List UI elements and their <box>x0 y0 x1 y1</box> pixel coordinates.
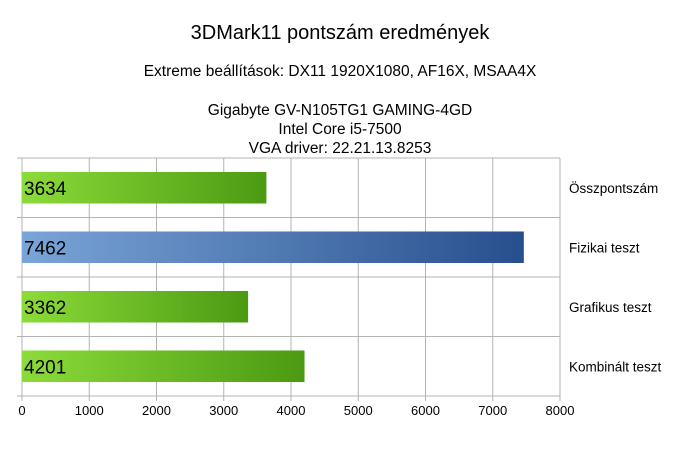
x-tick-label: 0 <box>18 403 25 418</box>
category-label: Kombinált teszt <box>569 359 662 374</box>
data-label: 3362 <box>24 298 66 319</box>
x-tick-label: 4000 <box>277 403 306 418</box>
category-label: Grafikus teszt <box>569 300 652 315</box>
chart-title: 3DMark11 pontszám eredmények <box>190 22 490 44</box>
cpu-info: Intel Core i5-7500 <box>278 121 402 138</box>
x-tick-label: 6000 <box>411 403 440 418</box>
data-label: 3634 <box>24 179 67 200</box>
x-tick-label: 1000 <box>75 403 104 418</box>
x-tick-label: 8000 <box>546 403 575 418</box>
bar <box>22 231 524 264</box>
bar <box>22 171 267 204</box>
gpu-info: Gigabyte GV-N105TG1 GAMING-4GD <box>207 102 473 119</box>
x-tick-label: 7000 <box>478 403 507 418</box>
bars <box>22 171 524 383</box>
x-tick-label: 2000 <box>142 403 171 418</box>
data-label: 7462 <box>24 238 66 259</box>
category-label: Összpontszám <box>569 181 658 196</box>
data-label: 4201 <box>24 357 66 378</box>
bar <box>22 290 249 323</box>
chart-subtitle: Extreme beállítások: DX11 1920X1080, AF1… <box>143 63 537 80</box>
driver-info: VGA driver: 22.21.13.8253 <box>248 140 432 157</box>
labels: 0 1000 2000 3000 4000 5000 6000 7000 8000 3634 Öss… <box>18 179 661 418</box>
x-tick-label: 3000 <box>209 403 238 418</box>
category-label: Fizikai teszt <box>569 240 640 255</box>
x-tick-label: 5000 <box>344 403 373 418</box>
bar <box>22 350 305 383</box>
